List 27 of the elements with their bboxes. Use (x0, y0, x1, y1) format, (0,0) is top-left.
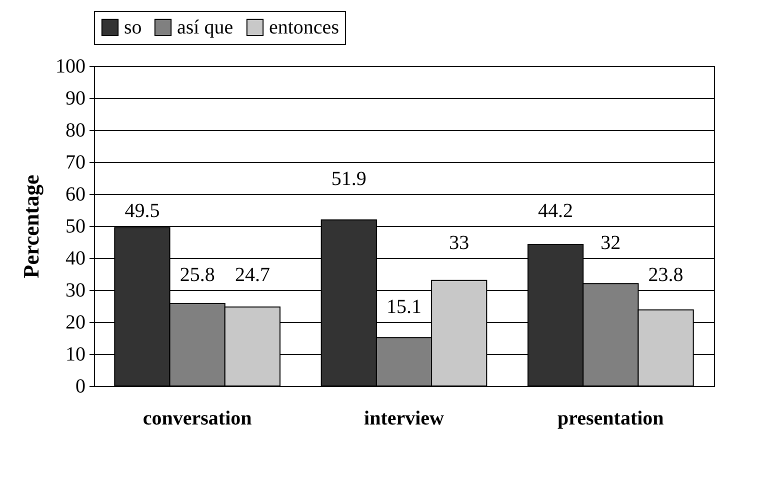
y-tick-label: 30 (66, 280, 86, 302)
data-label: 44.2 (538, 200, 574, 222)
x-tick-label: interview (364, 408, 445, 430)
legend-label: so (124, 16, 142, 38)
x-tick-label: conversation (142, 408, 252, 430)
y-tick-label: 50 (66, 216, 86, 238)
x-tick-label: presentation (558, 408, 664, 430)
y-tick-label: 10 (66, 344, 86, 366)
data-label: 33 (449, 232, 470, 254)
y-axis-title: Percentage (18, 174, 44, 278)
data-label: 51.9 (331, 168, 366, 190)
legend-label: así que (177, 16, 234, 38)
y-tick-label: 80 (66, 120, 86, 142)
data-label: 25.8 (180, 264, 215, 286)
y-tick-label: 70 (66, 152, 86, 174)
data-label: 49.5 (124, 200, 160, 222)
y-tick-label: 90 (66, 88, 86, 110)
data-label: 24.7 (234, 264, 270, 286)
y-tick-label: 20 (66, 312, 86, 334)
y-tick-label: 60 (66, 184, 86, 206)
data-label: 15.1 (386, 296, 422, 318)
y-tick-label: 0 (76, 376, 86, 398)
legend-label: entonces (269, 16, 340, 38)
y-tick-label: 40 (66, 248, 86, 270)
data-label: 23.8 (648, 264, 684, 286)
y-tick-label: 100 (56, 56, 86, 78)
data-label: 32 (600, 232, 621, 254)
